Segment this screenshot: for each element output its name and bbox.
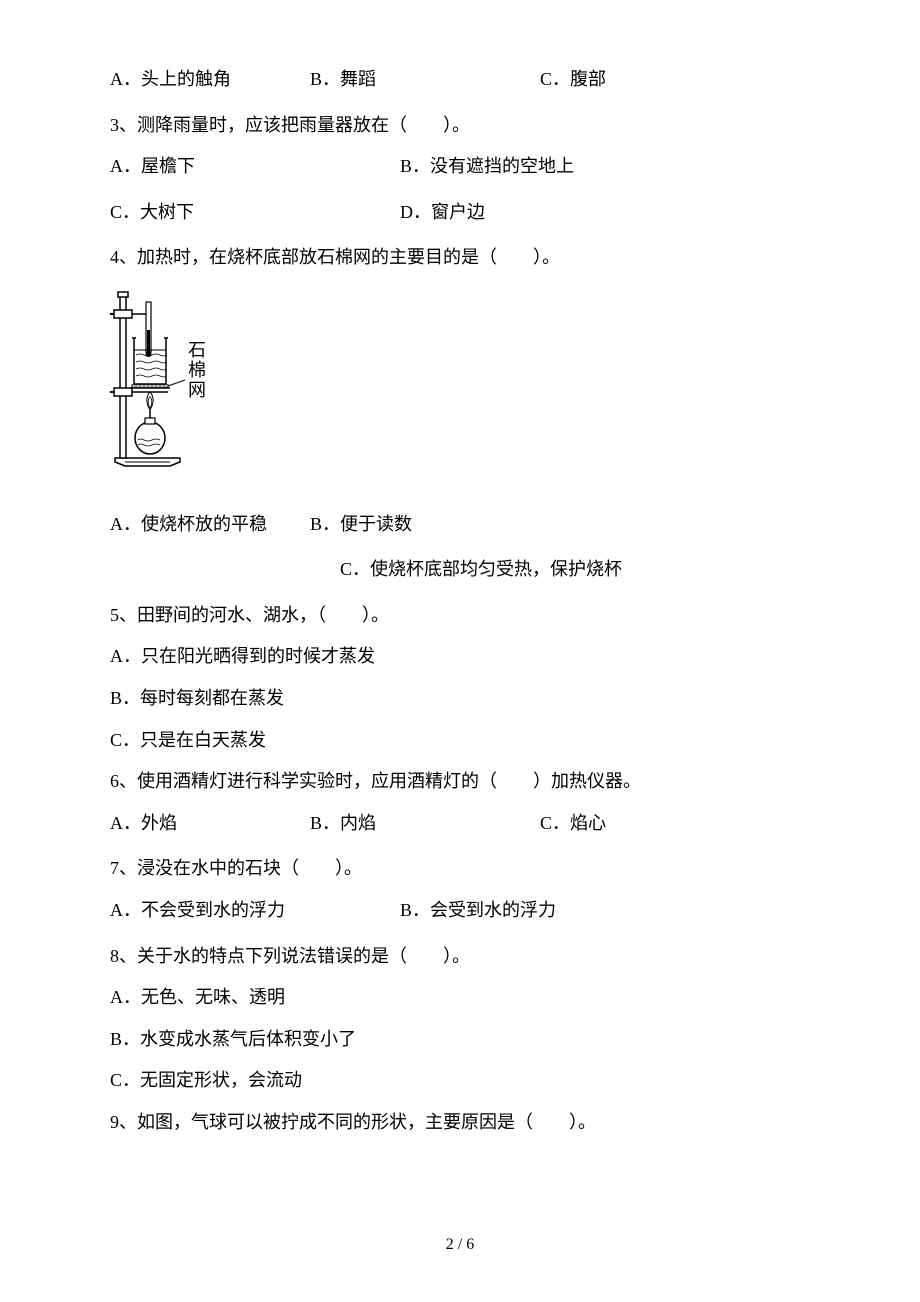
q6-text: 6、使用酒精灯进行科学实验时，应用酒精灯的（ ）加热仪器。 [110, 762, 810, 802]
q4-opt-a: A．使烧杯放的平稳 [110, 505, 310, 545]
q8-opt-b: B．水变成水蒸气后体积变小了 [110, 1020, 810, 1060]
q3-opt-a: A．屋檐下 [110, 147, 400, 187]
q8-text: 8、关于水的特点下列说法错误的是（ ）。 [110, 937, 810, 977]
q5-opt-b: B．每时每刻都在蒸发 [110, 679, 810, 719]
diagram-label-1: 石 [188, 340, 206, 360]
q5-text: 5、田野间的河水、湖水，（ ）。 [110, 596, 810, 636]
q2-opt-c: C．腹部 [540, 60, 606, 100]
q8-opt-a: A．无色、无味、透明 [110, 978, 810, 1018]
q2-options-row: A．头上的触角 B．舞蹈 C．腹部 [110, 60, 810, 100]
q3-row2: C．大树下 D．窗户边 [110, 193, 810, 233]
q5-opt-c: C．只是在白天蒸发 [110, 721, 810, 761]
q7-text: 7、浸没在水中的石块（ ）。 [110, 849, 810, 889]
diagram-label-3: 网 [188, 380, 206, 400]
q4-diagram: 石 棉 网 [110, 290, 810, 485]
q7-opt-a: A．不会受到水的浮力 [110, 891, 400, 931]
q3-row1: A．屋檐下 B．没有遮挡的空地上 [110, 147, 810, 187]
page-footer: 2 / 6 [0, 1227, 920, 1262]
q6-opt-c: C．焰心 [540, 804, 606, 844]
q8-opt-c: C．无固定形状，会流动 [110, 1061, 810, 1101]
q7-options-row: A．不会受到水的浮力 B．会受到水的浮力 [110, 891, 810, 931]
q4-opt-b: B．便于读数 [310, 505, 412, 545]
q3-text: 3、测降雨量时，应该把雨量器放在（ ）。 [110, 106, 810, 146]
q3-opt-c: C．大树下 [110, 193, 400, 233]
q7-opt-b: B．会受到水的浮力 [400, 891, 556, 931]
q2-opt-b: B．舞蹈 [310, 60, 540, 100]
q6-options-row: A．外焰 B．内焰 C．焰心 [110, 804, 810, 844]
q9-text: 9、如图，气球可以被拧成不同的形状，主要原因是（ ）。 [110, 1103, 810, 1143]
q3-opt-d: D．窗户边 [400, 193, 485, 233]
q4-row2: C．使烧杯底部均匀受热，保护烧杯 [110, 550, 810, 590]
diagram-label-2: 棉 [188, 360, 206, 380]
q5-opt-a: A．只在阳光晒得到的时候才蒸发 [110, 637, 810, 677]
q4-row1: A．使烧杯放的平稳 B．便于读数 [110, 505, 810, 545]
q4-opt-c: C．使烧杯底部均匀受热，保护烧杯 [340, 550, 622, 590]
q6-opt-a: A．外焰 [110, 804, 310, 844]
q4-text: 4、加热时，在烧杯底部放石棉网的主要目的是（ ）。 [110, 238, 810, 278]
q3-opt-b: B．没有遮挡的空地上 [400, 147, 574, 187]
q2-opt-a: A．头上的触角 [110, 60, 310, 100]
q6-opt-b: B．内焰 [310, 804, 540, 844]
